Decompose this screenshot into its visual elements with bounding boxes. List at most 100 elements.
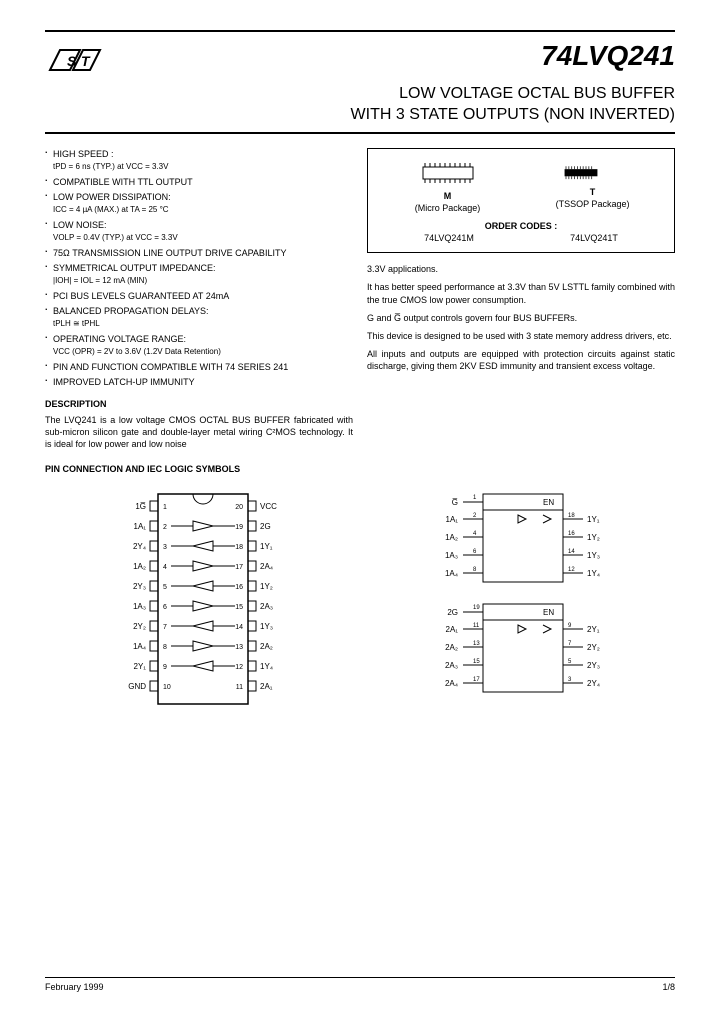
svg-text:1Y₁: 1Y₁ — [587, 515, 600, 524]
svg-text:2Y₃: 2Y₃ — [587, 661, 600, 670]
svg-text:9: 9 — [163, 664, 167, 671]
description-heading: DESCRIPTION — [45, 398, 353, 410]
feature-item: BALANCED PROPAGATION DELAYS:tPLH ≅ tPHL — [45, 305, 353, 330]
description-text: The LVQ241 is a low voltage CMOS OCTAL B… — [45, 414, 353, 450]
svg-text:1Y₃: 1Y₃ — [587, 551, 600, 560]
feature-item: OPERATING VOLTAGE RANGE:VCC (OPR) = 2V t… — [45, 333, 353, 358]
svg-text:1: 1 — [163, 504, 167, 511]
svg-text:11: 11 — [235, 684, 242, 691]
feature-item: SYMMETRICAL OUTPUT IMPEDANCE:|IOH| = IOL… — [45, 262, 353, 287]
svg-text:2Y₄: 2Y₄ — [587, 679, 600, 688]
svg-text:8: 8 — [473, 567, 477, 573]
iec-logic-diagram: ENG̅11A₁21Y₁181A₂41Y₂161A₃61Y₃141A₄81Y₄1… — [403, 484, 633, 714]
svg-text:2A₃: 2A₃ — [260, 602, 273, 611]
title-rule — [45, 132, 675, 134]
right-p5: All inputs and outputs are equipped with… — [367, 348, 675, 372]
st-logo-icon: S T — [45, 40, 105, 80]
order-code-t: 74LVQ241T — [570, 232, 618, 244]
svg-text:1Y₄: 1Y₄ — [260, 662, 273, 671]
order-code-m: 74LVQ241M — [424, 232, 474, 244]
features-list: HIGH SPEED :tPD = 6 ns (TYP.) at VCC = 3… — [45, 148, 353, 388]
svg-text:12: 12 — [568, 567, 575, 573]
svg-text:17: 17 — [473, 677, 480, 683]
pin-connection-diagram: 11G̅20VCC21A₁192G32Y₄181Y₁41A₂172A₄52Y₃1… — [88, 484, 318, 714]
svg-text:4: 4 — [473, 531, 477, 537]
order-codes-row: 74LVQ241M 74LVQ241T — [376, 232, 666, 244]
svg-text:5: 5 — [568, 659, 572, 665]
right-p2: It has better speed performance at 3.3V … — [367, 281, 675, 305]
svg-text:12: 12 — [235, 664, 243, 671]
svg-text:20: 20 — [235, 504, 243, 511]
svg-text:1Y₂: 1Y₂ — [587, 533, 600, 542]
svg-text:2Y₄: 2Y₄ — [132, 542, 145, 551]
svg-text:2A₁: 2A₁ — [260, 682, 273, 691]
svg-text:2: 2 — [163, 524, 167, 531]
two-column-layout: HIGH SPEED :tPD = 6 ns (TYP.) at VCC = 3… — [45, 148, 675, 451]
svg-text:18: 18 — [235, 544, 243, 551]
left-column: HIGH SPEED :tPD = 6 ns (TYP.) at VCC = 3… — [45, 148, 353, 451]
svg-text:2Y₁: 2Y₁ — [133, 662, 146, 671]
svg-text:1Y₃: 1Y₃ — [260, 622, 273, 631]
svg-text:2A₄: 2A₄ — [444, 679, 457, 688]
feature-item: 75Ω TRANSMISSION LINE OUTPUT DRIVE CAPAB… — [45, 247, 353, 259]
svg-text:13: 13 — [235, 644, 243, 651]
svg-text:1A₁: 1A₁ — [133, 522, 146, 531]
svg-text:1A₃: 1A₃ — [132, 602, 145, 611]
pkg-m-label: M — [444, 191, 452, 201]
feature-item: HIGH SPEED :tPD = 6 ns (TYP.) at VCC = 3… — [45, 148, 353, 173]
svg-text:4: 4 — [163, 564, 167, 571]
svg-text:1: 1 — [473, 495, 477, 501]
right-p3: G and G̅ output controls govern four BUS… — [367, 312, 675, 324]
order-code-box: M(Micro Package) T(TSSOP Package) ORDER … — [367, 148, 675, 254]
title-block: LOW VOLTAGE OCTAL BUS BUFFER WITH 3 STAT… — [45, 84, 675, 126]
svg-text:1G̅: 1G̅ — [135, 502, 146, 511]
svg-text:EN: EN — [543, 498, 554, 507]
datasheet-page: S T 74LVQ241 LOW VOLTAGE OCTAL BUS BUFFE… — [0, 0, 720, 1012]
svg-text:1A₃: 1A₃ — [444, 551, 457, 560]
tssop-package-icon — [556, 161, 606, 183]
svg-text:2A₄: 2A₄ — [260, 562, 273, 571]
package-row: M(Micro Package) T(TSSOP Package) — [376, 157, 666, 214]
svg-text:5: 5 — [163, 584, 167, 591]
feature-item: PIN AND FUNCTION COMPATIBLE WITH 74 SERI… — [45, 361, 353, 373]
svg-text:1A₁: 1A₁ — [445, 515, 458, 524]
svg-text:1Y₂: 1Y₂ — [260, 582, 273, 591]
soic-package-icon — [413, 157, 483, 187]
svg-text:16: 16 — [568, 531, 575, 537]
svg-text:1A₄: 1A₄ — [132, 642, 145, 651]
svg-text:2Y₃: 2Y₃ — [132, 582, 145, 591]
right-p1: 3.3V applications. — [367, 263, 675, 275]
feature-item: COMPATIBLE WITH TTL OUTPUT — [45, 176, 353, 188]
page-footer: February 1999 1/8 — [45, 977, 675, 992]
svg-text:2A₂: 2A₂ — [445, 643, 458, 652]
svg-text:2G: 2G — [447, 608, 458, 617]
svg-text:13: 13 — [473, 641, 480, 647]
pkg-t-desc: (TSSOP Package) — [556, 199, 630, 209]
title-line1: LOW VOLTAGE OCTAL BUS BUFFER — [45, 84, 675, 105]
svg-text:EN: EN — [543, 608, 554, 617]
part-number: 74LVQ241 — [541, 40, 675, 72]
svg-text:15: 15 — [473, 659, 480, 665]
svg-text:10: 10 — [163, 684, 171, 691]
svg-text:2A₁: 2A₁ — [445, 625, 458, 634]
feature-item: LOW POWER DISSIPATION:ICC = 4 µA (MAX.) … — [45, 191, 353, 216]
svg-text:16: 16 — [235, 584, 243, 591]
pkg-m-desc: (Micro Package) — [415, 203, 481, 213]
right-column: M(Micro Package) T(TSSOP Package) ORDER … — [367, 148, 675, 451]
svg-text:GND: GND — [128, 682, 146, 691]
svg-text:1A₂: 1A₂ — [133, 562, 146, 571]
svg-text:18: 18 — [568, 513, 575, 519]
svg-text:2A₂: 2A₂ — [260, 642, 273, 651]
svg-text:3: 3 — [163, 544, 167, 551]
diagrams-row: 11G̅20VCC21A₁192G32Y₄181Y₁41A₂172A₄52Y₃1… — [45, 484, 675, 714]
header-row: S T 74LVQ241 — [45, 40, 675, 80]
order-codes-title: ORDER CODES : — [376, 220, 666, 232]
svg-text:14: 14 — [235, 624, 243, 631]
title-line2: WITH 3 STATE OUTPUTS (NON INVERTED) — [45, 105, 675, 126]
svg-text:9: 9 — [568, 623, 572, 629]
svg-text:2Y₁: 2Y₁ — [587, 625, 600, 634]
svg-text:8: 8 — [163, 644, 167, 651]
svg-text:G̅: G̅ — [451, 498, 457, 507]
feature-item: LOW NOISE:VOLP = 0.4V (TYP.) at VCC = 3.… — [45, 219, 353, 244]
svg-text:2A₃: 2A₃ — [444, 661, 457, 670]
